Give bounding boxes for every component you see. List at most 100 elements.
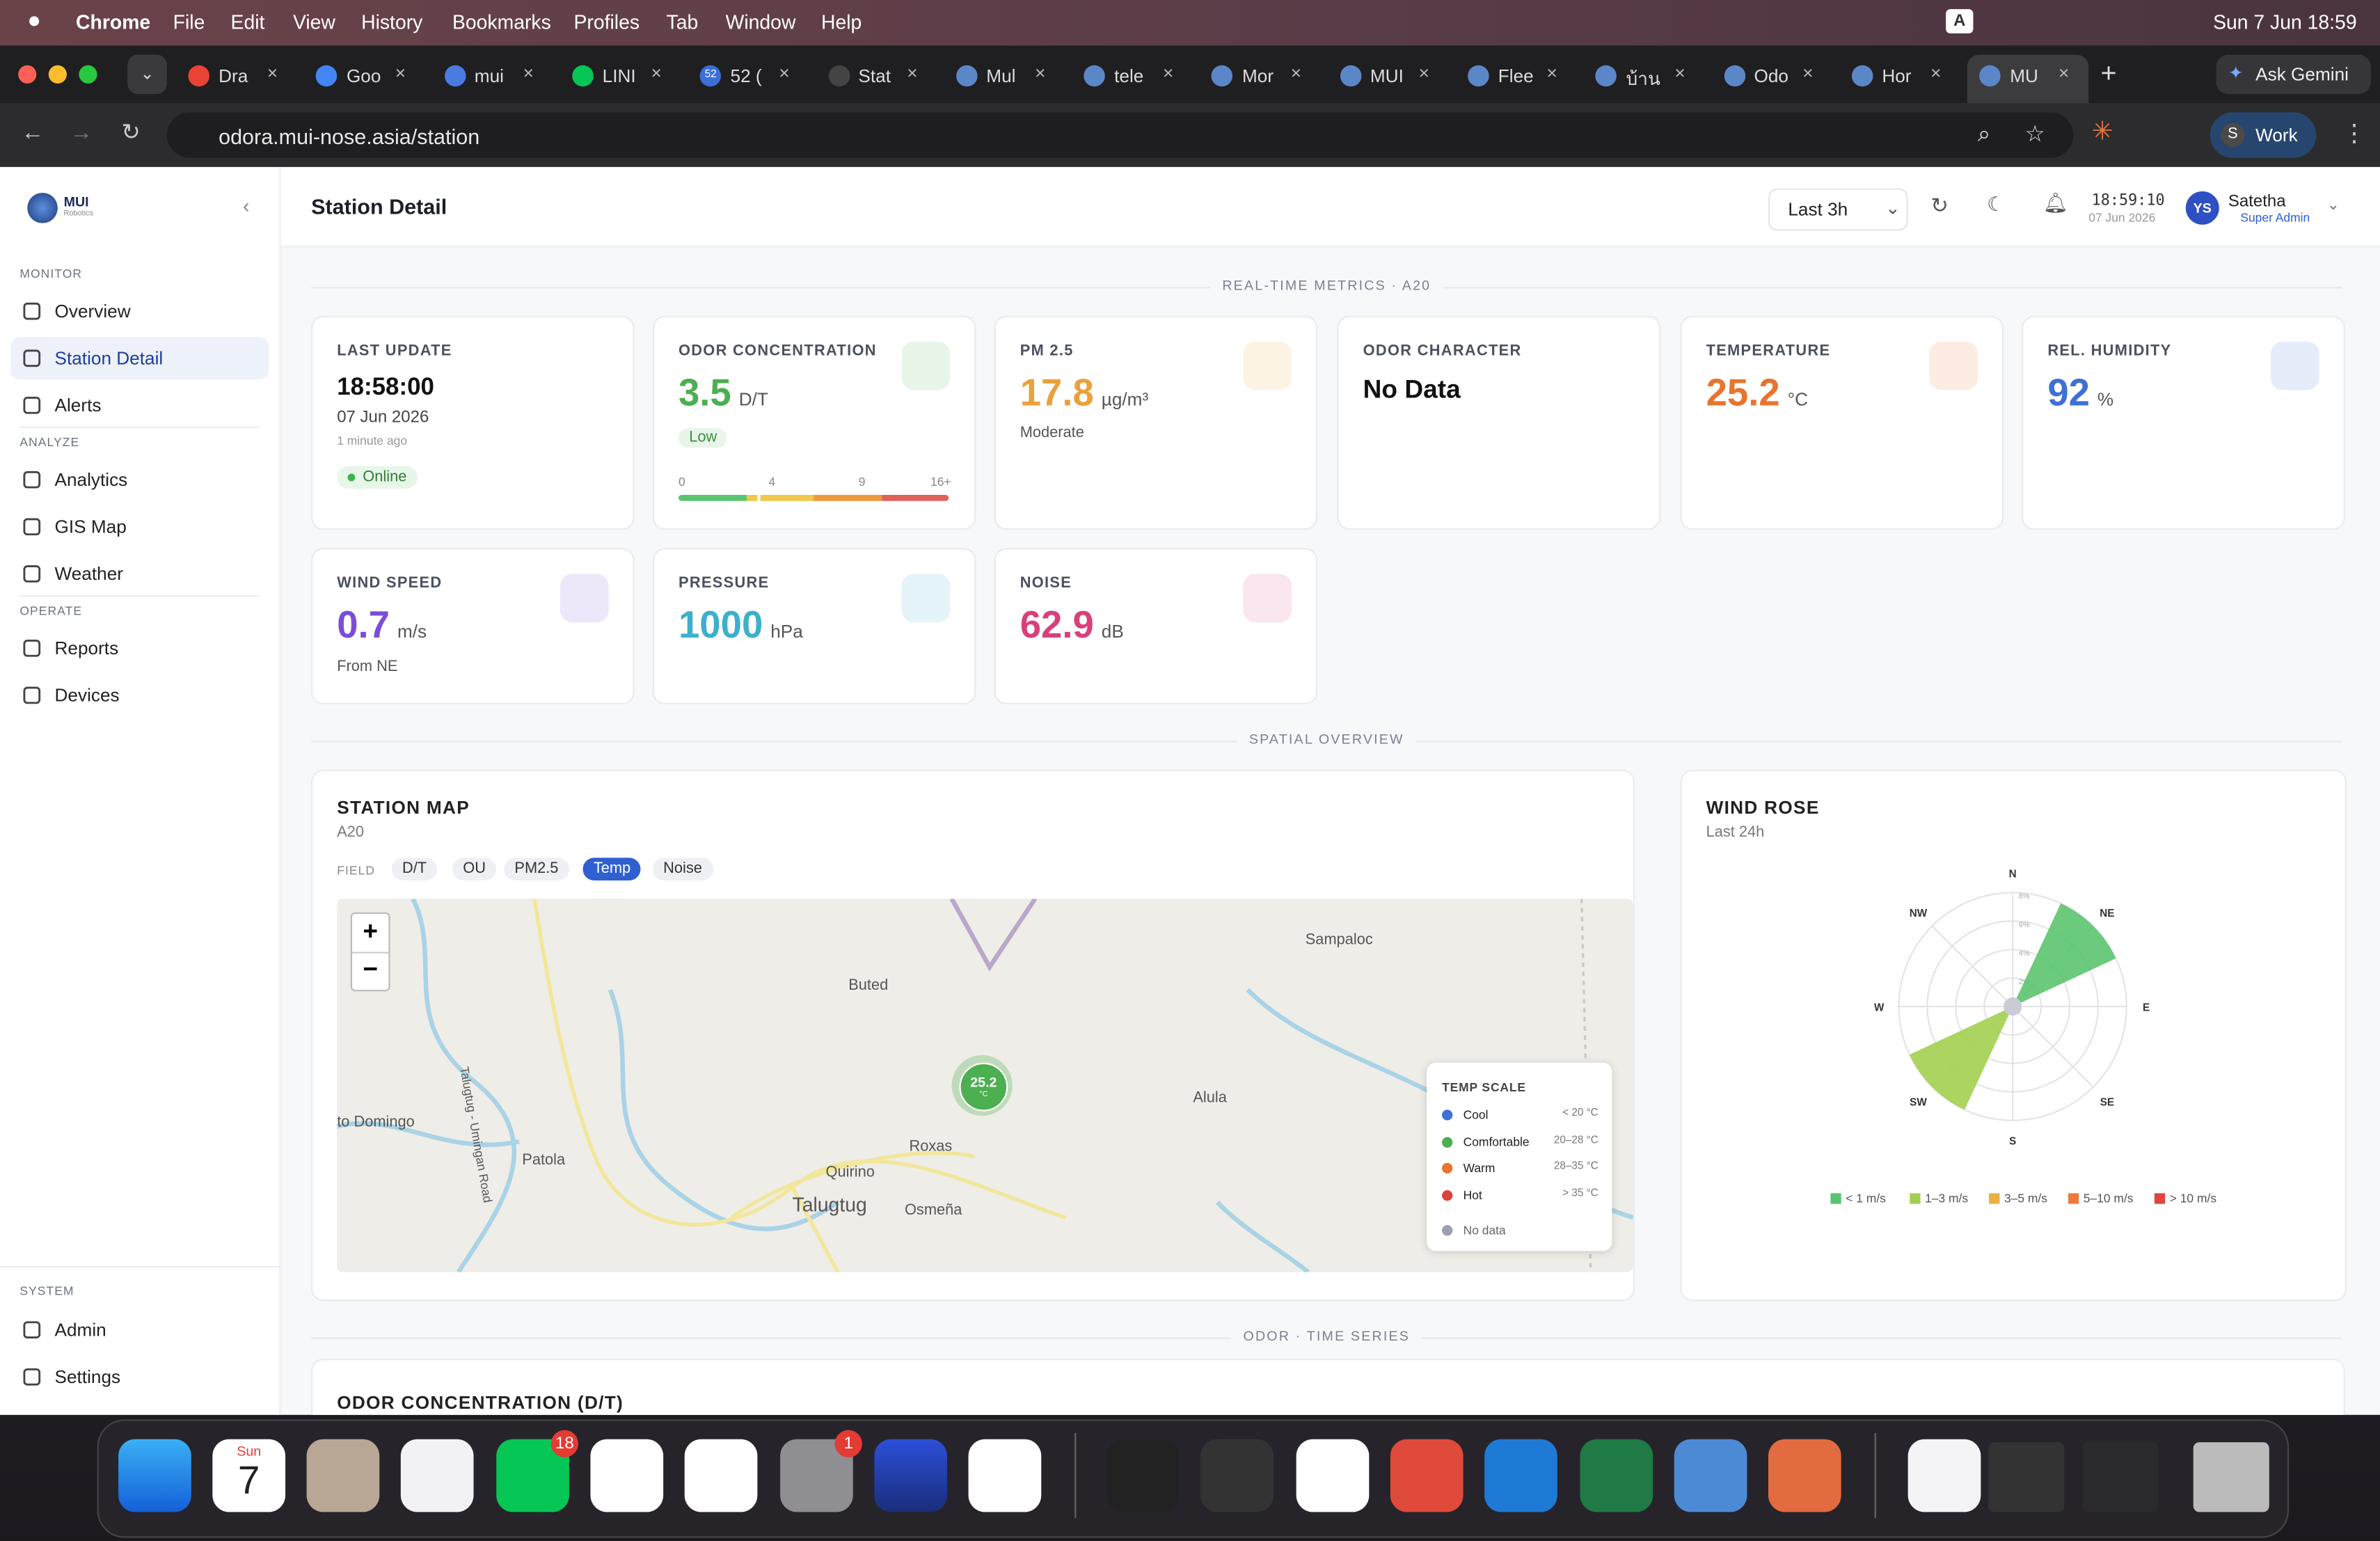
tab-close[interactable]: × bbox=[1674, 62, 1685, 84]
tab[interactable]: MUI × bbox=[1328, 55, 1449, 97]
dock-icon[interactable] bbox=[118, 1439, 191, 1512]
metric-value: 25.2 °C bbox=[1706, 372, 1808, 416]
tab[interactable]: MU × bbox=[1967, 54, 2089, 104]
tab[interactable]: Hor × bbox=[1839, 55, 1960, 97]
nav-item[interactable]: Weather bbox=[10, 553, 269, 595]
nav-item[interactable]: Devices bbox=[10, 674, 269, 716]
station-marker[interactable]: 25.2 °C bbox=[951, 1054, 1013, 1116]
ask-gemini[interactable]: ✦ Ask Gemini bbox=[2216, 54, 2371, 95]
menu[interactable]: Profiles bbox=[573, 10, 640, 33]
tab[interactable]: Stat × bbox=[816, 55, 937, 97]
dock-icon[interactable]: 18 bbox=[496, 1430, 579, 1512]
tab-search[interactable]: ⌄ bbox=[127, 54, 167, 95]
field-button[interactable]: PM2.5 bbox=[504, 858, 569, 881]
field-button[interactable]: Noise bbox=[652, 858, 713, 881]
tab[interactable]: Mul × bbox=[944, 55, 1065, 97]
field-button[interactable]: Temp bbox=[582, 858, 642, 881]
theme[interactable]: ☾ bbox=[1987, 193, 2005, 216]
tab-title: บ้าน bbox=[1626, 68, 1660, 90]
tab-close[interactable]: × bbox=[1035, 62, 1046, 84]
range-select[interactable]: Last 3h ⌄ bbox=[1768, 188, 1908, 231]
dock-icon[interactable] bbox=[306, 1439, 380, 1512]
dock-icon[interactable] bbox=[1674, 1439, 1747, 1512]
tab[interactable]: mui × bbox=[432, 55, 553, 97]
dock-icon[interactable] bbox=[590, 1439, 664, 1512]
menu[interactable]: File bbox=[173, 10, 205, 33]
avatar[interactable]: YS bbox=[2185, 191, 2219, 225]
dock-icon[interactable] bbox=[1200, 1439, 1274, 1512]
nav-item[interactable]: Admin bbox=[10, 1309, 269, 1351]
tab[interactable]: Dra × bbox=[176, 55, 297, 97]
tab-close[interactable]: × bbox=[1802, 62, 1814, 84]
nav-item[interactable]: Overview bbox=[10, 290, 269, 333]
dock-window[interactable] bbox=[2082, 1442, 2159, 1512]
tab-close[interactable]: × bbox=[1546, 62, 1557, 84]
alerts[interactable]: 🔔︎ bbox=[2042, 191, 2068, 214]
nav-item[interactable]: Settings bbox=[10, 1356, 269, 1398]
tab-close[interactable]: × bbox=[523, 62, 534, 84]
tab[interactable]: Mor × bbox=[1200, 55, 1321, 97]
tab-close[interactable]: × bbox=[1290, 62, 1302, 84]
tab-close[interactable]: × bbox=[651, 62, 662, 84]
tab[interactable]: Odo × bbox=[1711, 55, 1832, 97]
dock-icon[interactable] bbox=[1580, 1439, 1653, 1512]
omnibox[interactable]: odora.mui-nose.asia/station ⌕ ☆ bbox=[166, 112, 2074, 158]
field-button[interactable]: OU bbox=[452, 858, 497, 881]
nav-item[interactable]: Analytics bbox=[10, 459, 269, 501]
input-source[interactable]: A bbox=[1946, 9, 1974, 33]
zoom-in[interactable]: + bbox=[352, 914, 389, 954]
dock-icon[interactable] bbox=[1296, 1439, 1370, 1512]
tab-close[interactable]: × bbox=[1162, 62, 1174, 84]
dock-icon[interactable]: Sun 7 bbox=[212, 1439, 286, 1512]
tab-close[interactable]: × bbox=[2058, 62, 2070, 84]
dock-window[interactable] bbox=[1988, 1442, 2065, 1512]
tab[interactable]: Flee × bbox=[1456, 55, 1577, 97]
tab-close[interactable]: × bbox=[1418, 62, 1429, 84]
menu[interactable]: Window bbox=[725, 10, 796, 33]
reload[interactable]: ↻ bbox=[121, 120, 141, 146]
dock-icon[interactable] bbox=[1768, 1439, 1841, 1512]
dock-icon[interactable] bbox=[684, 1439, 758, 1512]
field-button[interactable]: D/T bbox=[391, 858, 438, 881]
tab-close[interactable]: × bbox=[907, 62, 918, 84]
nav-item[interactable]: Station Detail bbox=[10, 337, 269, 380]
tab-close[interactable]: × bbox=[1930, 62, 1942, 84]
tab[interactable]: Goo × bbox=[304, 55, 425, 97]
menu[interactable]: Edit bbox=[230, 10, 265, 33]
menu[interactable]: History bbox=[361, 10, 423, 33]
dock-icon[interactable] bbox=[1907, 1439, 1981, 1512]
tab[interactable]: 52 52 (× bbox=[688, 55, 809, 97]
menu[interactable]: Help bbox=[820, 10, 862, 33]
refresh[interactable]: ↻ bbox=[1930, 193, 1949, 217]
menu[interactable]: View bbox=[292, 10, 335, 33]
nav-item[interactable]: Alerts bbox=[10, 384, 269, 427]
nav-item[interactable]: GIS Map bbox=[10, 505, 269, 548]
tab[interactable]: LINI × bbox=[560, 55, 681, 97]
dock-icon[interactable] bbox=[1484, 1439, 1557, 1512]
dock-window[interactable] bbox=[2193, 1442, 2269, 1512]
menu[interactable]: Bookmarks bbox=[452, 10, 551, 33]
tab-close[interactable]: × bbox=[267, 62, 278, 84]
app-name[interactable]: Chrome bbox=[76, 10, 151, 33]
dock-icon[interactable] bbox=[968, 1439, 1042, 1512]
collapse[interactable]: ‹ bbox=[242, 194, 250, 217]
clock[interactable]: Sun 7 Jun 18:59 bbox=[2213, 10, 2357, 33]
dock-icon[interactable] bbox=[1106, 1439, 1180, 1512]
profile[interactable]: S Work bbox=[2210, 112, 2317, 158]
zoom-out[interactable]: − bbox=[363, 954, 379, 984]
apple-logo[interactable]: ● bbox=[27, 7, 42, 33]
dock-icon[interactable]: 1 bbox=[780, 1430, 862, 1512]
dock-icon[interactable] bbox=[400, 1439, 474, 1512]
dock-icon[interactable] bbox=[874, 1439, 948, 1512]
tab[interactable]: บ้าน × bbox=[1584, 55, 1705, 97]
tab-close[interactable]: × bbox=[395, 62, 406, 84]
back[interactable]: ← bbox=[21, 120, 45, 146]
dock-icon[interactable] bbox=[1390, 1439, 1463, 1512]
menu[interactable]: Tab bbox=[666, 10, 699, 33]
tab[interactable]: tele × bbox=[1072, 55, 1193, 97]
forward[interactable]: → bbox=[70, 120, 93, 146]
nav-item[interactable]: Reports bbox=[10, 627, 269, 670]
new-tab[interactable]: + bbox=[2100, 57, 2117, 88]
tab-close[interactable]: × bbox=[779, 62, 790, 84]
nav-icon bbox=[23, 518, 41, 536]
